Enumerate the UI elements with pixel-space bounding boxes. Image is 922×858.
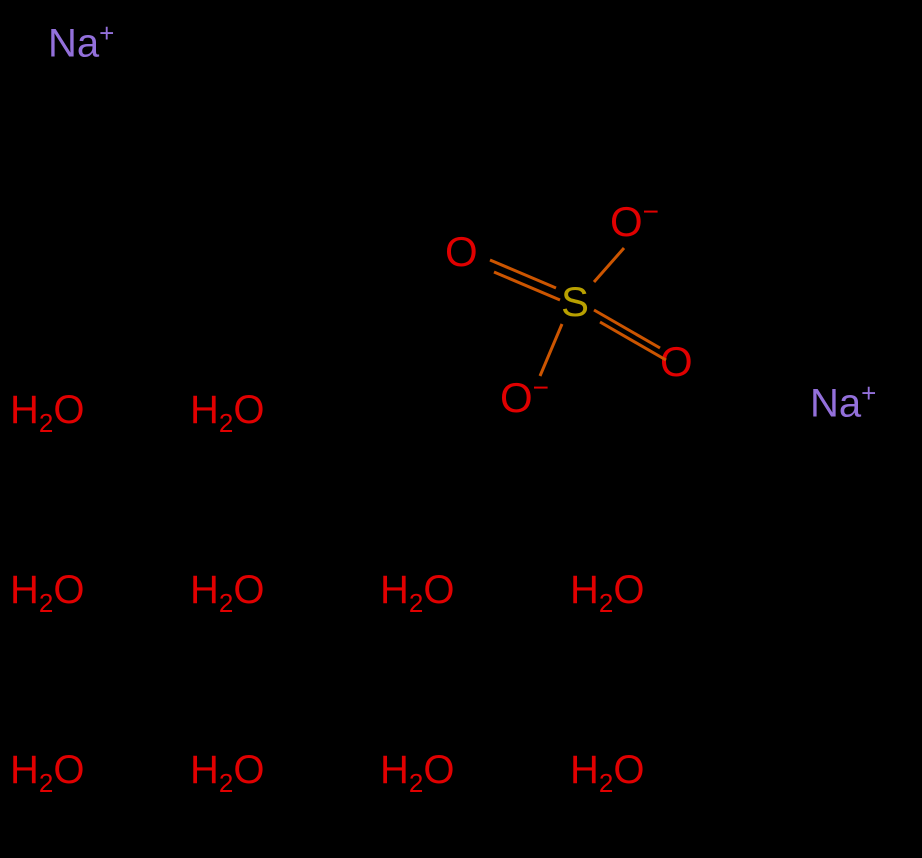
- oxygen-upper-left: O: [445, 228, 478, 276]
- sodium-symbol: Na: [48, 21, 99, 65]
- oxygen-lower-left: O−: [500, 372, 549, 422]
- sodium-symbol: Na: [810, 381, 861, 425]
- water-2: H2O: [190, 388, 264, 439]
- sodium-charge: +: [99, 18, 114, 48]
- water-10: H2O: [570, 748, 644, 799]
- molecule-canvas: Na+ Na+ O O− S O− O H2O H: [0, 0, 922, 858]
- water-4: H2O: [190, 568, 264, 619]
- sulfur-atom: S: [561, 278, 589, 326]
- water-1: H2O: [10, 388, 84, 439]
- water-3: H2O: [10, 568, 84, 619]
- bond-svg: [0, 0, 922, 858]
- water-7: H2O: [10, 748, 84, 799]
- sodium-charge: +: [861, 378, 876, 408]
- water-5: H2O: [380, 568, 454, 619]
- water-8: H2O: [190, 748, 264, 799]
- oxygen-lower-right: O: [660, 338, 693, 386]
- sodium-ion-1: Na+: [48, 18, 114, 66]
- water-6: H2O: [570, 568, 644, 619]
- sodium-ion-2: Na+: [810, 378, 876, 426]
- water-9: H2O: [380, 748, 454, 799]
- oxygen-upper-right: O−: [610, 196, 659, 246]
